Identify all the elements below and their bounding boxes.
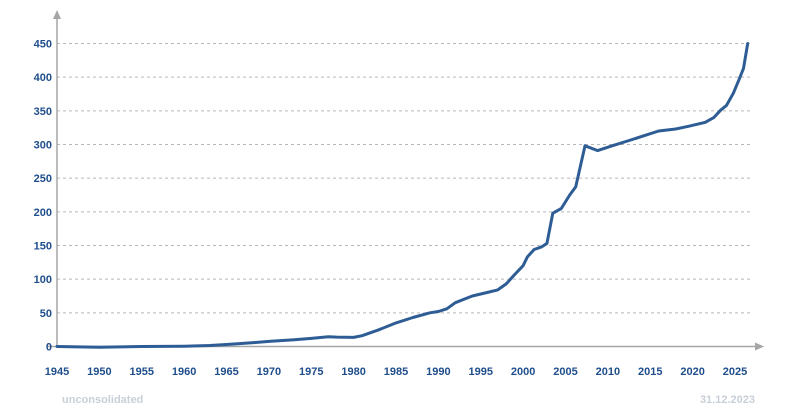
x-tick-label: 1960 — [172, 366, 196, 378]
y-tick-label: 100 — [34, 274, 52, 286]
x-tick-label: 1965 — [214, 366, 238, 378]
y-axis-arrow-icon — [53, 10, 61, 19]
x-tick-labels: 1945 1950 1955 1960 1965 1970 1975 1980 1985 1990… — [45, 366, 747, 378]
x-tick-label: 2000 — [511, 366, 535, 378]
x-tick-label: 1980 — [341, 366, 365, 378]
y-tick-label: 450 — [34, 39, 52, 51]
footnote-left: unconsolidated — [62, 394, 143, 406]
y-tick-label: 150 — [34, 241, 52, 253]
x-tick-label: 2010 — [596, 366, 620, 378]
series-line — [55, 42, 750, 349]
y-tick-label: 350 — [34, 106, 52, 118]
y-tick-label: 250 — [34, 173, 52, 185]
x-tick-label: 2025 — [723, 366, 747, 378]
x-tick-label: 2015 — [638, 366, 662, 378]
x-tick-label: 1945 — [45, 366, 69, 378]
x-axis-arrow-icon — [755, 342, 764, 351]
x-tick-label: 1955 — [130, 366, 154, 378]
x-tick-label: 1985 — [384, 366, 408, 378]
x-tick-label: 1950 — [87, 366, 111, 378]
x-tick-label: 1995 — [469, 366, 493, 378]
y-tick-label: 200 — [34, 207, 52, 219]
x-tick-label: 1970 — [257, 366, 281, 378]
x-tick-label: 2005 — [553, 366, 577, 378]
axes — [47, 10, 764, 351]
y-tick-labels: 0 50 100 150 200 250 300 350 400 450 — [34, 39, 52, 354]
y-tick-label: 300 — [34, 140, 52, 152]
x-tick-label: 1990 — [426, 366, 450, 378]
series-layer — [55, 42, 750, 349]
y-tick-label: 0 — [46, 342, 52, 354]
y-tick-label: 50 — [40, 308, 52, 320]
x-tick-label: 2020 — [680, 366, 704, 378]
x-tick-label: 1975 — [299, 366, 323, 378]
grid-lines — [57, 43, 750, 314]
footnote-right: 31.12.2023 — [700, 394, 755, 406]
y-tick-label: 400 — [34, 72, 52, 84]
